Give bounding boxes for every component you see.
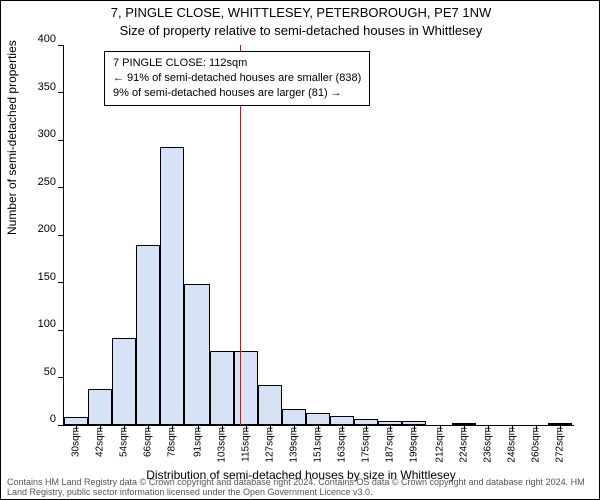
- y-tick: [58, 140, 64, 141]
- histogram-bar: [258, 385, 282, 425]
- y-tick: [58, 330, 64, 331]
- y-tick-label: 0: [50, 413, 56, 425]
- x-tick-label: 199sqm: [409, 427, 420, 463]
- y-tick: [58, 45, 64, 46]
- x-tick-label: 103sqm: [217, 427, 228, 463]
- y-tick-label: 350: [38, 81, 56, 93]
- x-tick-label: 66sqm: [143, 427, 154, 457]
- x-tick-label: 212sqm: [435, 427, 446, 463]
- x-tick-label: 187sqm: [385, 427, 396, 463]
- y-tick: [58, 92, 64, 93]
- y-tick-label: 300: [38, 128, 56, 140]
- y-tick: [58, 187, 64, 188]
- y-axis-title: Number of semi-detached properties: [5, 40, 19, 235]
- y-tick-label: 250: [38, 176, 56, 188]
- y-tick-label: 150: [38, 271, 56, 283]
- y-tick-label: 400: [38, 33, 56, 45]
- x-tick-label: 248sqm: [507, 427, 518, 463]
- histogram-bar: [88, 389, 112, 425]
- histogram-bar: [64, 417, 88, 425]
- x-tick-label: 175sqm: [361, 427, 372, 463]
- x-tick-label: 272sqm: [555, 427, 566, 463]
- title-line-2: Size of property relative to semi-detach…: [1, 23, 600, 38]
- x-tick-label: 54sqm: [119, 427, 130, 457]
- y-tick: [58, 235, 64, 236]
- x-tick-label: 139sqm: [289, 427, 300, 463]
- x-tick-label: 127sqm: [265, 427, 276, 463]
- histogram-bar: [330, 416, 354, 426]
- histogram-bar: [234, 351, 258, 425]
- x-tick-label: 224sqm: [459, 427, 470, 463]
- annotation-line-3: 9% of semi-detached houses are larger (8…: [113, 86, 361, 101]
- plot-area: 7 PINGLE CLOSE: 112sqm ← 91% of semi-det…: [63, 45, 574, 426]
- x-tick-label: 30sqm: [71, 427, 82, 457]
- annotation-line-2: ← 91% of semi-detached houses are smalle…: [113, 71, 361, 86]
- histogram-bar: [378, 421, 402, 425]
- y-tick-label: 50: [44, 366, 56, 378]
- y-tick: [58, 377, 64, 378]
- histogram-bar: [402, 421, 426, 425]
- histogram-bar: [354, 419, 378, 425]
- annotation-box: 7 PINGLE CLOSE: 112sqm ← 91% of semi-det…: [104, 51, 370, 106]
- y-tick: [58, 282, 64, 283]
- histogram-bar: [452, 423, 476, 425]
- histogram-bar: [210, 351, 234, 425]
- x-tick-label: 115sqm: [241, 427, 252, 462]
- annotation-line-1: 7 PINGLE CLOSE: 112sqm: [113, 56, 361, 71]
- x-tick-label: 236sqm: [483, 427, 494, 463]
- title-line-1: 7, PINGLE CLOSE, WHITTLESEY, PETERBOROUG…: [1, 5, 600, 20]
- y-tick-label: 200: [38, 223, 56, 235]
- footer-attribution: Contains HM Land Registry data © Crown c…: [7, 477, 599, 497]
- x-tick-label: 91sqm: [193, 427, 204, 457]
- x-tick-label: 78sqm: [167, 427, 178, 457]
- histogram-bar: [282, 409, 306, 425]
- histogram-bar: [184, 284, 210, 425]
- y-tick-label: 100: [38, 318, 56, 330]
- histogram-bar: [136, 245, 160, 426]
- x-tick-label: 163sqm: [337, 427, 348, 463]
- chart-container: 7, PINGLE CLOSE, WHITTLESEY, PETERBOROUG…: [0, 0, 600, 500]
- histogram-bar: [160, 147, 184, 425]
- histogram-bar: [548, 423, 572, 425]
- histogram-bar: [112, 338, 136, 425]
- x-tick-label: 260sqm: [531, 427, 542, 463]
- x-tick-label: 42sqm: [95, 427, 106, 457]
- histogram-bar: [306, 413, 330, 425]
- x-tick-label: 151sqm: [313, 427, 324, 463]
